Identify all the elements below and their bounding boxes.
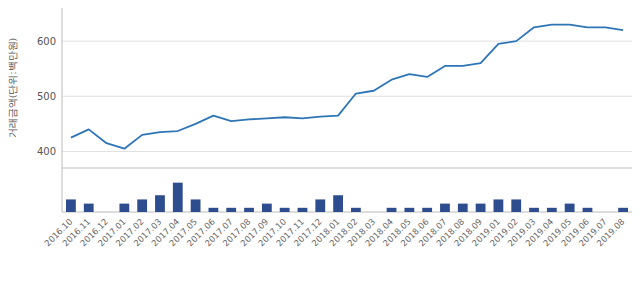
x-tick-label: 2019.08 xyxy=(595,216,627,248)
bar xyxy=(66,199,76,212)
bar xyxy=(458,204,468,212)
bar xyxy=(209,208,219,212)
bar xyxy=(404,208,414,212)
y-axis-label: 거래금액(단위:백만원) xyxy=(7,38,18,139)
bar xyxy=(226,208,236,212)
bar xyxy=(298,208,308,212)
bar xyxy=(476,204,486,212)
bar xyxy=(84,204,94,212)
bar xyxy=(262,204,272,212)
bar xyxy=(155,195,165,212)
plot-area xyxy=(71,25,623,149)
bar xyxy=(422,208,432,212)
bar xyxy=(494,199,504,212)
bar xyxy=(244,208,254,212)
y-axis-line xyxy=(62,168,63,212)
y-axis-line xyxy=(62,8,63,168)
bar xyxy=(440,204,450,212)
bar xyxy=(333,195,343,212)
y-tick-label: 400 xyxy=(37,146,56,157)
bar xyxy=(387,208,397,212)
bar xyxy=(583,208,593,212)
plot-area xyxy=(66,183,628,212)
y-tick-label: 600 xyxy=(37,36,56,47)
bar-panel: 2016.102016.112016.122017.012017.022017.… xyxy=(42,168,632,248)
bar xyxy=(137,199,147,212)
grid-line xyxy=(62,151,632,152)
bar xyxy=(119,204,129,212)
bar xyxy=(351,208,361,212)
bar xyxy=(173,183,183,212)
bar xyxy=(565,204,575,212)
x-axis-line xyxy=(62,212,632,213)
grid-line xyxy=(62,96,632,97)
grid-line xyxy=(62,41,632,42)
bar xyxy=(529,208,539,212)
y-tick-label: 500 xyxy=(37,91,56,102)
chart: 400 500 600 거래금액(단위:백만원) 2016.102016.112016.… xyxy=(0,0,640,294)
bar xyxy=(369,212,379,213)
bar xyxy=(102,212,112,213)
bar xyxy=(618,208,628,212)
bar xyxy=(600,212,610,213)
bar xyxy=(315,199,325,212)
bar xyxy=(511,199,521,212)
line-panel: 400 500 600 거래금액(단위:백만원) xyxy=(7,8,632,168)
bar xyxy=(280,208,290,212)
bar xyxy=(191,199,201,212)
x-axis-line xyxy=(62,168,632,169)
line xyxy=(71,25,623,149)
bar xyxy=(547,208,557,212)
